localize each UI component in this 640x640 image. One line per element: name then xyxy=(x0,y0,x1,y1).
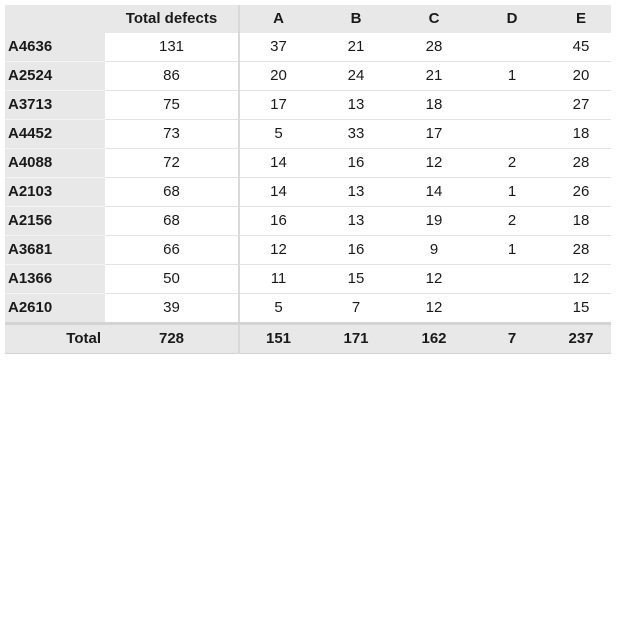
row-label: A2524 xyxy=(5,61,105,91)
row-label: A4452 xyxy=(5,119,105,149)
cell-total-defects: 68 xyxy=(105,206,240,236)
total-cell-d: 7 xyxy=(473,322,551,354)
table-row: A4452 73 5 33 17 18 xyxy=(5,119,611,149)
cell-b: 13 xyxy=(317,177,395,207)
cell-total-defects: 86 xyxy=(105,61,240,91)
cell-a: 16 xyxy=(239,206,317,236)
total-cell-c: 162 xyxy=(395,322,473,354)
cell-a: 37 xyxy=(270,38,287,55)
cell-e: 15 xyxy=(551,293,611,324)
cell-e: 27 xyxy=(551,90,611,120)
cell-b: 16 xyxy=(317,148,395,178)
row-label: A4088 xyxy=(5,148,105,178)
cell-e: 45 xyxy=(572,38,590,55)
table-row: A2610 39 5 7 12 15 xyxy=(5,293,611,324)
cell-c: 18 xyxy=(395,90,473,120)
cell-b: 33 xyxy=(317,119,395,149)
cell-d: 1 xyxy=(473,61,551,91)
cell-c: 21 xyxy=(395,61,473,91)
total-cell-b: 171 xyxy=(317,322,395,354)
cell-e: 26 xyxy=(551,177,611,207)
column-header-d: D xyxy=(473,5,551,33)
cell-a: 14 xyxy=(239,148,317,178)
table-row: A3713 75 17 13 18 27 xyxy=(5,90,611,120)
row-label: A2610 xyxy=(5,293,105,324)
column-header-a: A xyxy=(239,5,317,33)
row-label: A3681 xyxy=(5,235,105,265)
column-header-total-defects: Total defects xyxy=(105,5,240,33)
cell-total-defects: 72 xyxy=(105,148,240,178)
cell-c: 14 xyxy=(395,177,473,207)
cell-a: 12 xyxy=(239,235,317,265)
header-row: Total defects A B C D E xyxy=(5,5,611,33)
defects-table: Total defects A B C D E A4636 131 37 21 28 45… xyxy=(5,5,611,354)
row-label: A4636 xyxy=(5,33,105,62)
cell-d: 2 xyxy=(473,148,551,178)
cell-d xyxy=(473,119,551,149)
table-body: A4636 131 37 21 28 45 A2524 86 20 24 21 1 20 A3713 75 1… xyxy=(5,33,611,324)
cell-total-defects: 131 xyxy=(105,33,240,62)
cell-total-defects: 73 xyxy=(105,119,240,149)
total-cell-total-defects: 728 xyxy=(105,322,240,354)
cell-a: 5 xyxy=(239,119,317,149)
cell-e: 18 xyxy=(551,206,611,236)
row-label: A1366 xyxy=(5,264,105,294)
cell-b: 7 xyxy=(317,293,395,324)
table-row: A2103 68 14 13 14 1 26 xyxy=(5,177,611,207)
cell-c: 19 xyxy=(395,206,473,236)
cell-a: 11 xyxy=(239,264,317,294)
cell-b: 16 xyxy=(317,235,395,265)
cell-d xyxy=(473,264,551,294)
cell-total-defects: 66 xyxy=(105,235,240,265)
total-cell-e: 237 xyxy=(551,322,611,354)
cell-e: 28 xyxy=(551,235,611,265)
cell-c: 12 xyxy=(395,264,473,294)
cell-d: 1 xyxy=(473,177,551,207)
cell-c: 17 xyxy=(395,119,473,149)
row-label: A3713 xyxy=(5,90,105,120)
cell-a: 14 xyxy=(239,177,317,207)
cell-c: 12 xyxy=(395,148,473,178)
cell-c: 28 xyxy=(425,38,443,55)
cell-d: 1 xyxy=(473,235,551,265)
table-row: A2156 68 16 13 19 2 18 xyxy=(5,206,611,236)
cell-d: 2 xyxy=(473,206,551,236)
cell-b: 24 xyxy=(317,61,395,91)
total-cell-a: 151 xyxy=(239,322,317,354)
column-header-c: C xyxy=(395,5,473,33)
cell-total-defects: 50 xyxy=(105,264,240,294)
cell-b: 13 xyxy=(317,206,395,236)
cell-total-defects: 68 xyxy=(105,177,240,207)
cell-b: 15 xyxy=(317,264,395,294)
cell-c: 12 xyxy=(395,293,473,324)
total-row-label: Total xyxy=(5,322,105,354)
total-row: Total 728 151 171 162 7 237 xyxy=(5,322,611,354)
cell-a: 20 xyxy=(239,61,317,91)
table-row: A4088 72 14 16 12 2 28 xyxy=(5,148,611,178)
cell-e: 18 xyxy=(551,119,611,149)
cell-total-defects: 75 xyxy=(105,90,240,120)
cell-b: 21 xyxy=(347,38,365,55)
table-row: A1366 50 11 15 12 12 xyxy=(5,264,611,294)
cell-d xyxy=(473,293,551,324)
cell-b: 13 xyxy=(317,90,395,120)
table-row: A4636 131 37 21 28 45 xyxy=(5,33,611,62)
cell-e: 20 xyxy=(551,61,611,91)
cell-e: 12 xyxy=(551,264,611,294)
table-row: A2524 86 20 24 21 1 20 xyxy=(5,61,611,91)
row-label: A2103 xyxy=(5,177,105,207)
cell-e: 28 xyxy=(551,148,611,178)
corner-cell xyxy=(5,5,105,33)
cell-a: 17 xyxy=(239,90,317,120)
row-label: A2156 xyxy=(5,206,105,236)
column-header-e: E xyxy=(551,5,611,33)
column-header-b: B xyxy=(317,5,395,33)
cell-d xyxy=(473,90,551,120)
cell-c: 9 xyxy=(395,235,473,265)
cell-a: 5 xyxy=(239,293,317,324)
cell-d xyxy=(473,33,551,62)
cell-total-defects: 39 xyxy=(105,293,240,324)
table-row: A3681 66 12 16 9 1 28 xyxy=(5,235,611,265)
